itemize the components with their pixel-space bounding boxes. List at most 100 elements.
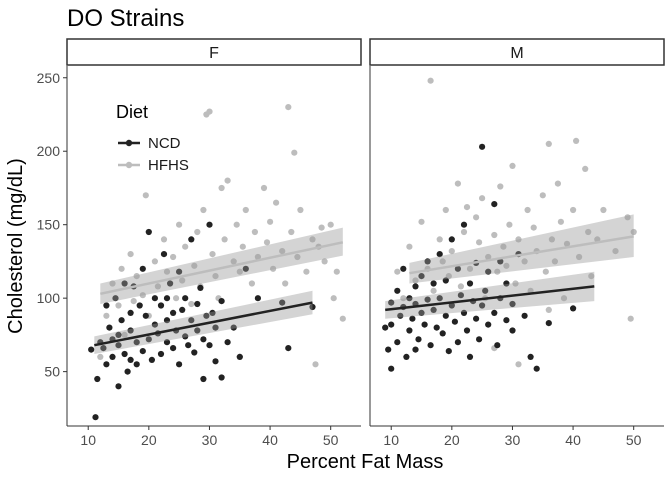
- m-ncd-point-61: [521, 312, 528, 319]
- f-hfhs-point-0: [97, 353, 104, 360]
- f-ncd-point-15: [121, 350, 128, 358]
- m-ncd-point-4: [394, 287, 401, 294]
- f-hfhs-point-57: [312, 361, 319, 368]
- m-hfhs-point-60: [515, 361, 522, 368]
- f-hfhs-point-56: [309, 236, 316, 243]
- m-hfhs-point-19: [476, 239, 483, 246]
- f-ncd-point-14: [121, 280, 128, 287]
- f-ncd-point-18: [127, 309, 134, 316]
- f-ncd-point-32: [157, 302, 165, 309]
- m-hfhs-point-12: [448, 248, 455, 255]
- m-hfhs-point-39: [545, 140, 552, 147]
- m-ncd-point-65: [570, 305, 577, 312]
- f-hfhs-point-41: [251, 228, 258, 236]
- m-hfhs-point-13: [454, 180, 461, 187]
- f-hfhs-point-60: [327, 221, 334, 228]
- f-ncd-point-30: [151, 295, 158, 302]
- f-ncd-point-57: [206, 221, 213, 228]
- f-ncd-point-21: [133, 361, 140, 368]
- legend-title: Diet: [116, 102, 148, 122]
- m-hfhs-point-32: [521, 258, 528, 265]
- m-ncd-point-38: [460, 221, 468, 228]
- f-ncd-point-56: [206, 342, 213, 349]
- f-hfhs-point-7: [130, 298, 137, 305]
- f-ncd-point-44: [182, 333, 189, 340]
- f-ncd-point-60: [212, 358, 219, 365]
- m-hfhs-point-40: [548, 236, 556, 243]
- f-ncd-point-68: [279, 299, 286, 306]
- f-hfhs-point-61: [330, 295, 337, 302]
- m-ncd-point-46: [479, 143, 486, 150]
- f-x-tick-label-30: 30: [202, 432, 218, 448]
- m-hfhs-point-35: [530, 224, 537, 231]
- m-ncd-point-5: [394, 339, 401, 346]
- f-hfhs-point-9: [139, 292, 146, 299]
- f-ncd-point-2: [94, 375, 101, 383]
- facet-label-f: F: [209, 45, 219, 62]
- f-hfhs-point-53: [294, 253, 301, 261]
- m-hfhs-point-0: [394, 268, 401, 275]
- m-ncd-point-33: [451, 318, 458, 325]
- m-ncd-point-1: [385, 346, 392, 353]
- f-ncd-point-29: [151, 321, 158, 328]
- f-hfhs-point-51: [288, 228, 295, 236]
- m-hfhs-point-14: [457, 283, 464, 290]
- m-ncd-point-0: [382, 324, 389, 331]
- legend-hfhs-label: HFHS: [148, 157, 189, 174]
- m-hfhs-point-33: [524, 206, 531, 214]
- m-ncd-point-52: [491, 201, 498, 208]
- f-ncd-point-17: [127, 327, 134, 334]
- f-ncd-point-27: [145, 228, 152, 236]
- m-ncd-point-17: [418, 273, 425, 280]
- m-ncd-point-8: [400, 265, 407, 272]
- f-ncd-point-52: [197, 284, 204, 291]
- f-hfhs-ci-band: [100, 227, 343, 304]
- m-hfhs-point-22: [485, 253, 492, 261]
- panel-m: [369, 66, 664, 427]
- f-hfhs-point-36: [233, 221, 240, 228]
- f-ncd-ci-band: [94, 290, 313, 354]
- m-ncd-point-22: [430, 280, 437, 287]
- f-ncd-point-10: [112, 295, 119, 302]
- f-hfhs-point-32: [218, 184, 225, 192]
- m-hfhs-fit-line: [409, 235, 634, 275]
- f-hfhs-point-6: [127, 251, 134, 258]
- m-ncd-point-64: [545, 320, 552, 327]
- f-hfhs-point-35: [230, 258, 237, 265]
- m-hfhs-point-44: [560, 295, 568, 302]
- f-ncd-point-23: [139, 348, 146, 355]
- f-hfhs-point-8: [133, 273, 140, 280]
- f-ncd-point-24: [139, 265, 146, 272]
- f-ncd-point-6: [103, 361, 110, 368]
- m-ncd-point-18: [421, 321, 428, 328]
- m-ncd-point-9: [403, 353, 410, 360]
- f-hfhs-point-37: [236, 268, 243, 275]
- m-x-tick-label-10: 10: [383, 432, 399, 448]
- m-ncd-point-41: [466, 353, 474, 360]
- m-ncd-point-55: [497, 258, 504, 265]
- f-ncd-point-43: [179, 306, 186, 313]
- m-ncd-point-47: [479, 302, 486, 309]
- m-hfhs-point-41: [551, 258, 559, 265]
- legend-hfhs-marker: [125, 161, 133, 169]
- m-ncd-point-67: [412, 346, 419, 353]
- f-ncd-point-62: [218, 374, 225, 381]
- f-x-tick-label-10: 10: [80, 432, 96, 448]
- m-hfhs-point-42: [554, 180, 562, 187]
- x-axis-title: Percent Fat Mass: [287, 451, 444, 473]
- f-hfhs-point-63: [339, 315, 346, 322]
- f-hfhs-point-64: [318, 224, 325, 231]
- m-hfhs-point-1: [400, 295, 407, 302]
- f-ncd-point-51: [194, 327, 201, 334]
- m-x-tick-label-50: 50: [626, 432, 642, 448]
- m-ncd-point-31: [448, 302, 455, 309]
- f-hfhs-point-59: [321, 258, 328, 265]
- f-hfhs-point-12: [151, 258, 158, 265]
- f-ncd-point-49: [191, 349, 198, 356]
- m-hfhs-point-7: [430, 287, 437, 294]
- m-hfhs-point-37: [539, 192, 546, 199]
- m-ncd-point-19: [424, 258, 431, 265]
- f-hfhs-point-24: [194, 228, 201, 236]
- f-ncd-point-11: [115, 331, 122, 338]
- f-hfhs-point-22: [188, 300, 195, 308]
